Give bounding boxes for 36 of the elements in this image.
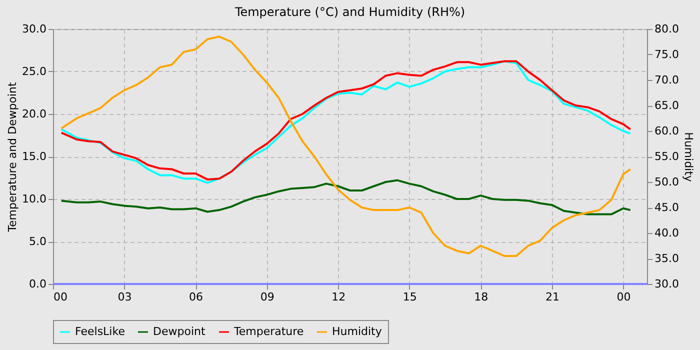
y2-axis-title: Humidity <box>682 132 695 182</box>
y2-tick-label: 70.0 <box>654 74 679 86</box>
y-tick-label: 20.0 <box>22 108 46 120</box>
chart-title: Temperature (°C) and Humidity (RH%) <box>234 5 466 19</box>
y2-tick-label: 40.0 <box>654 226 679 240</box>
y2-tick-label: 80.0 <box>654 22 679 36</box>
x-tick-label: 00 <box>616 290 631 304</box>
legend-label: FeelsLike <box>75 325 126 338</box>
y-tick-label: 5.0 <box>29 235 46 248</box>
y-axis-title: Temperature and Dewpoint <box>6 81 20 233</box>
y2-tick-label: 75.0 <box>654 48 679 61</box>
y2-tick-label: 65.0 <box>654 99 679 112</box>
x-tick-label: 09 <box>260 290 274 304</box>
y-tick-label: 15.0 <box>22 150 46 163</box>
legend-label: Temperature <box>233 325 304 338</box>
y-tick-label: 30.0 <box>22 22 46 36</box>
line-series <box>60 179 632 216</box>
x-tick-label: 18 <box>474 290 488 304</box>
legend-label: Dewpoint <box>153 325 206 338</box>
x-tick-label: 03 <box>118 290 132 304</box>
x-tick-label: 21 <box>545 290 560 304</box>
y-tick-label: 25.0 <box>22 65 46 78</box>
y-tick-label: 0.0 <box>29 278 46 290</box>
y-tick-label: 10.0 <box>22 192 46 206</box>
line-series <box>60 36 632 257</box>
y2-tick-label: 30.0 <box>654 278 679 290</box>
y2-tick-label: 35.0 <box>654 252 679 265</box>
y2-tick-label: 60.0 <box>654 124 679 138</box>
legend-label: Humidity <box>332 325 382 338</box>
y2-tick-label: 50.0 <box>654 176 679 188</box>
y2-tick-label: 55.0 <box>654 150 679 163</box>
x-tick-label: 12 <box>332 290 346 304</box>
x-tick-label: 00 <box>54 290 68 304</box>
x-tick-label: 15 <box>402 290 417 304</box>
y2-tick-label: 45.0 <box>654 201 679 214</box>
x-tick-label: 06 <box>189 290 204 304</box>
